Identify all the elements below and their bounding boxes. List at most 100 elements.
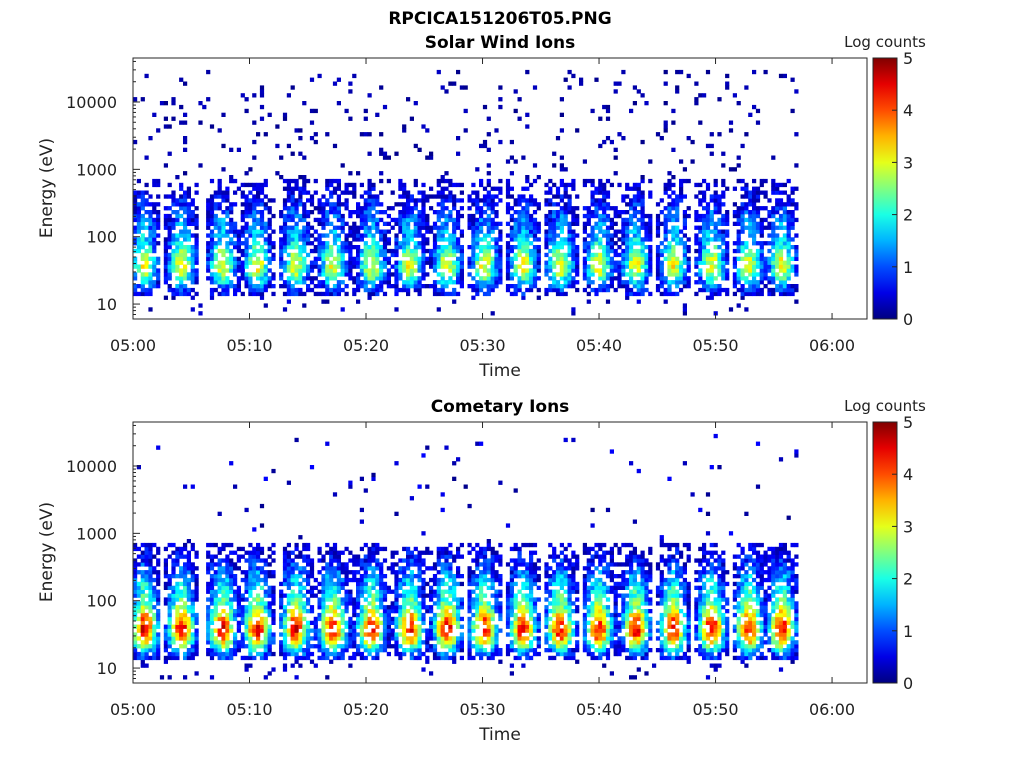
heatmap-cell bbox=[675, 272, 680, 277]
heatmap-cell bbox=[306, 554, 311, 559]
heatmap-cell bbox=[167, 284, 172, 289]
heatmap-cell bbox=[721, 268, 726, 273]
heatmap-cell bbox=[290, 589, 295, 594]
heatmap-cell bbox=[544, 233, 549, 238]
heatmap-cell bbox=[567, 284, 572, 289]
heatmap-cell bbox=[171, 264, 176, 269]
heatmap-cell bbox=[552, 182, 557, 188]
heatmap-cell bbox=[148, 307, 153, 312]
heatmap-cell bbox=[259, 577, 265, 583]
heatmap-cell bbox=[359, 210, 364, 215]
heatmap-cell bbox=[617, 276, 622, 281]
heatmap-cell bbox=[667, 252, 672, 258]
heatmap-cell bbox=[479, 284, 484, 289]
heatmap-cell bbox=[306, 597, 311, 602]
heatmap-cell bbox=[675, 256, 680, 261]
heatmap-cell bbox=[705, 284, 711, 289]
heatmap-cell bbox=[413, 268, 418, 273]
heatmap-cell bbox=[544, 237, 549, 242]
heatmap-cell bbox=[448, 268, 453, 273]
heatmap-cell bbox=[675, 268, 680, 273]
heatmap-cell bbox=[282, 550, 288, 555]
heatmap-cell bbox=[421, 221, 426, 226]
heatmap-cell bbox=[563, 202, 568, 207]
heatmap-cell bbox=[605, 237, 611, 242]
heatmap-cell bbox=[682, 194, 687, 199]
heatmap-cell bbox=[171, 624, 176, 629]
heatmap-cell bbox=[217, 241, 222, 246]
heatmap-cell bbox=[525, 175, 530, 180]
heatmap-cell bbox=[190, 217, 195, 223]
heatmap-cell bbox=[340, 651, 345, 657]
heatmap-cell bbox=[221, 597, 226, 602]
heatmap-cell bbox=[655, 252, 661, 258]
heatmap-cell bbox=[555, 252, 561, 258]
heatmap-cell bbox=[694, 194, 699, 199]
heatmap-cell bbox=[790, 245, 795, 250]
heatmap-cell bbox=[279, 640, 284, 645]
heatmap-cell bbox=[629, 186, 634, 191]
heatmap-cell bbox=[336, 280, 341, 285]
heatmap-cell bbox=[290, 628, 295, 633]
heatmap-cell bbox=[640, 217, 645, 223]
heatmap-cell bbox=[306, 276, 311, 281]
heatmap-cell bbox=[209, 256, 215, 261]
heatmap-cell bbox=[240, 194, 245, 199]
heatmap-cell bbox=[248, 605, 253, 610]
heatmap-cell bbox=[163, 570, 168, 575]
heatmap-cell bbox=[629, 272, 634, 277]
heatmap-cell bbox=[371, 280, 376, 285]
heatmap-cell bbox=[286, 198, 291, 203]
heatmap-cell bbox=[413, 213, 418, 219]
heatmap-cell bbox=[294, 620, 299, 625]
heatmap-cell bbox=[259, 248, 265, 254]
heatmap-cell bbox=[325, 186, 330, 191]
heatmap-cell bbox=[709, 132, 714, 137]
heatmap-cell bbox=[702, 252, 707, 258]
heatmap-cell bbox=[148, 550, 153, 555]
heatmap-cell bbox=[371, 182, 376, 188]
heatmap-cell bbox=[298, 550, 303, 555]
heatmap-cell bbox=[771, 272, 776, 277]
heatmap-cell bbox=[532, 264, 538, 269]
heatmap-cell bbox=[671, 147, 676, 152]
heatmap-cell bbox=[367, 132, 372, 137]
heatmap-cell bbox=[186, 287, 191, 293]
heatmap-cell bbox=[613, 276, 618, 281]
heatmap-cell bbox=[133, 190, 138, 195]
heatmap-cell bbox=[248, 651, 253, 657]
heatmap-cell bbox=[163, 221, 168, 226]
heatmap-cell bbox=[406, 260, 411, 265]
heatmap-cell bbox=[313, 620, 318, 625]
heatmap-cell bbox=[317, 221, 322, 226]
heatmap-cell bbox=[436, 229, 441, 234]
heatmap-cell bbox=[559, 241, 564, 246]
heatmap-cell bbox=[279, 245, 284, 250]
heatmap-cell bbox=[740, 241, 745, 246]
heatmap-cell bbox=[425, 225, 430, 230]
heatmap-cell bbox=[763, 225, 768, 230]
heatmap-cell bbox=[221, 624, 226, 629]
heatmap-cell bbox=[359, 562, 364, 567]
heatmap-cell bbox=[386, 276, 391, 281]
heatmap-cell bbox=[532, 256, 538, 261]
heatmap-cell bbox=[794, 217, 799, 223]
heatmap-cell bbox=[156, 632, 161, 637]
heatmap-cell bbox=[536, 225, 541, 230]
heatmap-cell bbox=[340, 213, 345, 219]
heatmap-cell bbox=[294, 640, 299, 645]
heatmap-cell bbox=[663, 217, 668, 223]
heatmap-cell bbox=[379, 233, 384, 238]
heatmap-cell bbox=[179, 194, 184, 199]
heatmap-cell bbox=[213, 264, 218, 269]
heatmap-cell bbox=[229, 648, 234, 653]
heatmap-cell bbox=[375, 574, 380, 579]
heatmap-cell bbox=[379, 612, 384, 618]
heatmap-cell bbox=[609, 245, 614, 250]
heatmap-cell bbox=[233, 609, 238, 614]
heatmap-cell bbox=[702, 248, 707, 254]
heatmap-cell bbox=[482, 143, 488, 149]
heatmap-cell bbox=[486, 190, 491, 195]
heatmap-cell bbox=[271, 256, 276, 261]
heatmap-cell bbox=[625, 241, 630, 246]
